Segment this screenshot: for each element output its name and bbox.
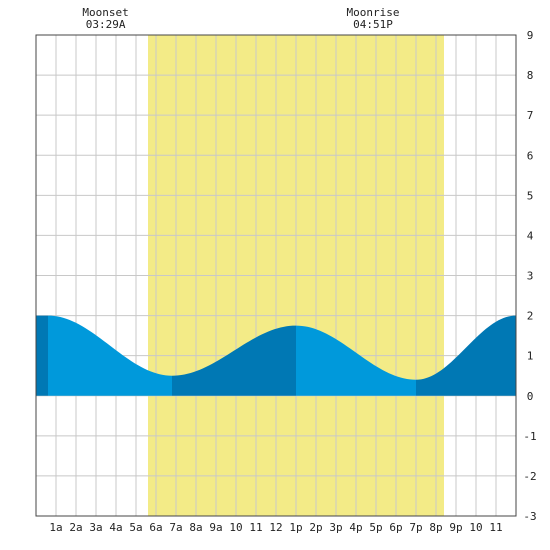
x-tick-label: 4p (349, 521, 362, 534)
moonrise-time: 04:51P (353, 18, 393, 31)
y-tick-label: -1 (523, 430, 536, 443)
x-tick-label: 10 (469, 521, 482, 534)
falling-tide-segment (296, 325, 416, 396)
x-tick-label: 1p (289, 521, 302, 534)
y-tick-label: 6 (527, 149, 534, 162)
y-tick-label: 0 (527, 390, 534, 403)
moonrise-label: Moonrise (347, 6, 400, 19)
x-tick-label: 6p (389, 521, 402, 534)
x-tick-label: 6a (149, 521, 162, 534)
falling-tide-segment (48, 315, 172, 396)
gridlines (36, 35, 516, 516)
y-tick-label: 3 (527, 270, 534, 283)
y-tick-label: -2 (523, 470, 536, 483)
x-tick-label: 8p (429, 521, 442, 534)
x-tick-label: 4a (109, 521, 122, 534)
rising-tide-segment (416, 315, 516, 396)
x-tick-label: 7p (409, 521, 422, 534)
rising-tide-segment (172, 325, 296, 396)
rising-tide-segment (36, 315, 48, 396)
y-tick-label: 8 (527, 69, 534, 82)
x-axis-ticks: 1a 2a 3a 4a 5a 6a 7a 8a 9a 10 11 12 1p 2p 3p 4p 5p 6p 7p 8p… (49, 521, 502, 534)
x-tick-label: 5a (129, 521, 142, 534)
x-tick-label: 9a (209, 521, 222, 534)
moonset-label: Moonset (82, 6, 128, 19)
y-tick-label: 7 (527, 109, 534, 122)
y-tick-label: 5 (527, 189, 534, 202)
y-tick-label: 9 (527, 29, 534, 42)
tide-area (36, 315, 516, 396)
y-tick-label: 2 (527, 310, 534, 323)
x-tick-label: 9p (449, 521, 462, 534)
x-tick-label: 8a (189, 521, 202, 534)
x-tick-label: 7a (169, 521, 182, 534)
y-axis-ticks: 9 8 7 6 5 4 3 2 1 0 -1 -2 -3 (523, 29, 536, 523)
y-tick-label: 1 (527, 350, 534, 363)
x-tick-label: 11 (249, 521, 262, 534)
x-tick-label: 11 (489, 521, 502, 534)
x-tick-label: 2p (309, 521, 322, 534)
x-tick-label: 10 (229, 521, 242, 534)
x-tick-label: 1a (49, 521, 62, 534)
y-tick-label: 4 (527, 229, 534, 242)
x-tick-label: 12 (269, 521, 282, 534)
x-tick-label: 3p (329, 521, 342, 534)
x-tick-label: 2a (69, 521, 82, 534)
x-tick-label: 3a (89, 521, 102, 534)
plot-border (35, 34, 517, 517)
y-tick-label: -3 (523, 510, 536, 523)
x-tick-label: 5p (369, 521, 382, 534)
moonset-time: 03:29A (86, 18, 126, 31)
